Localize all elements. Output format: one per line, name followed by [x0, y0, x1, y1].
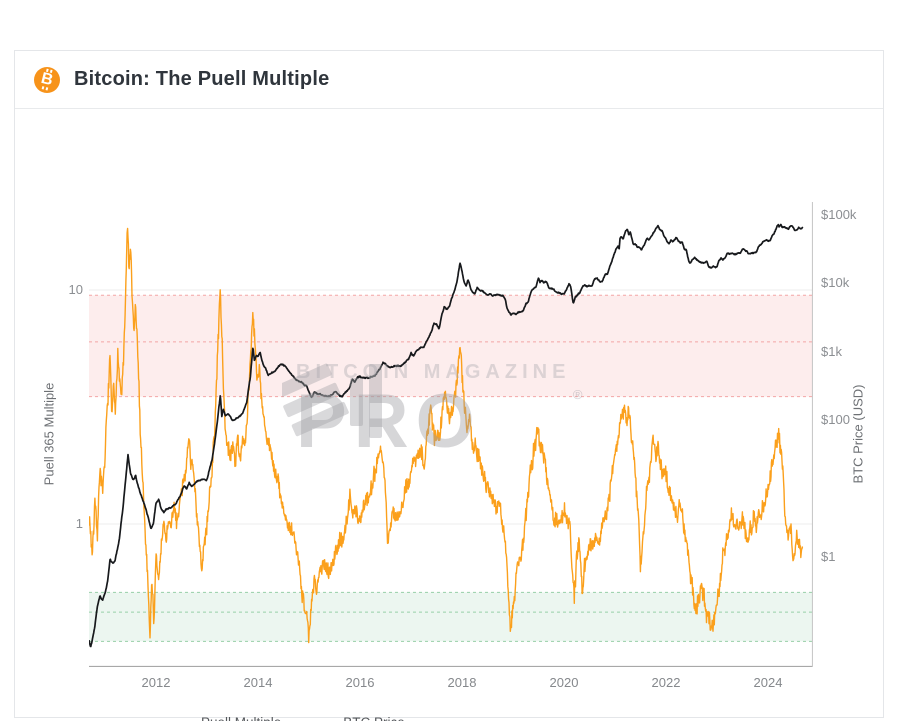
y-left-tick-label: 10: [68, 282, 83, 298]
overvalued-zone: [89, 295, 813, 397]
bitcoin-logo-icon: B: [34, 67, 60, 93]
legend-item-puell-multiple[interactable]: Puell Multiple: [165, 715, 281, 721]
y-right-tick-label: $1k: [821, 343, 842, 359]
legend: Puell Multiple BTC Price: [165, 715, 405, 721]
y-right-tick-label: $100: [821, 412, 850, 428]
x-tick-label: 2016: [345, 675, 375, 690]
y-right-tick-label: $10k: [821, 275, 850, 291]
legend-item-btc-price[interactable]: BTC Price: [307, 715, 405, 721]
chart-card: B Bitcoin: The Puell Multiple Puell 365 …: [14, 50, 884, 721]
plot-area[interactable]: BITCOIN MAGAZINE PRO ®: [89, 202, 813, 667]
y-right-tick-label: $100k: [821, 206, 857, 222]
left-axis-title: Puell 365 Multiple: [41, 382, 57, 486]
page-title: Bitcoin: The Puell Multiple: [74, 68, 330, 90]
series-line-btc-price: [89, 223, 804, 648]
legend-label: BTC Price: [343, 715, 405, 721]
y-left-tick-label: 1: [75, 515, 83, 531]
chart-canvas: [89, 202, 813, 667]
undervalued-zone: [89, 592, 813, 642]
x-tick-label: 2020: [549, 675, 579, 690]
x-tick-label: 2012: [141, 675, 171, 690]
x-tick-label: 2022: [651, 675, 681, 690]
chart-body: Puell 365 Multiple BTC Price (USD): [15, 109, 883, 721]
x-tick-label: 2024: [753, 675, 783, 690]
x-tick-label: 2018: [447, 675, 477, 690]
chart-header: B Bitcoin: The Puell Multiple: [15, 51, 883, 109]
x-tick-label: 2014: [243, 675, 273, 690]
legend-label: Puell Multiple: [201, 715, 281, 721]
y-right-tick-label: $1: [821, 549, 836, 565]
series-line-puell-multiple: [89, 227, 804, 644]
right-axis-title: BTC Price (USD): [850, 384, 866, 484]
